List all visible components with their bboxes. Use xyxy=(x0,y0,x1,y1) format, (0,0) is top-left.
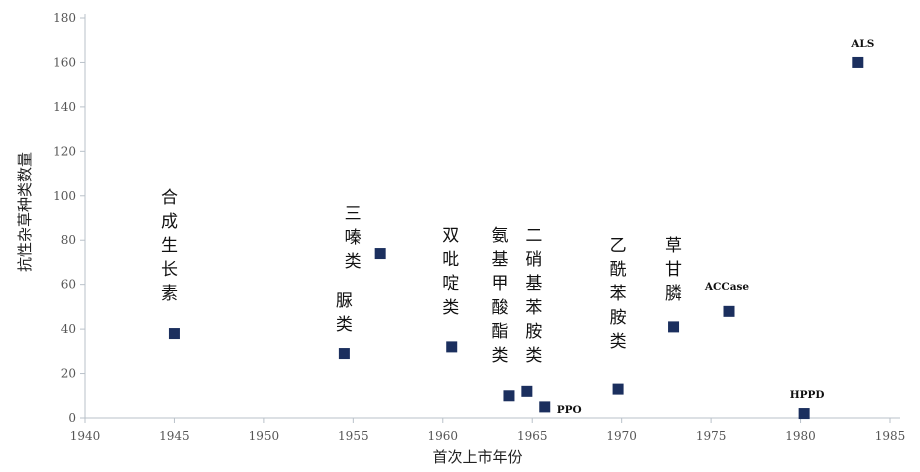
y-tick-label: 60 xyxy=(61,278,76,292)
point-label: 草甘膦 xyxy=(665,236,682,304)
x-tick-label: 1980 xyxy=(785,429,816,443)
y-tick-label: 20 xyxy=(61,367,76,381)
y-tick-label: 120 xyxy=(53,144,76,158)
y-tick-label: 0 xyxy=(68,411,76,425)
data-points xyxy=(168,56,864,420)
data-point xyxy=(521,385,533,397)
point-label: 合成生长素 xyxy=(161,188,178,304)
point-label: HPPD xyxy=(790,389,825,401)
y-tick-label: 40 xyxy=(61,322,76,336)
point-label: 二硝基苯胺类 xyxy=(525,226,542,366)
data-point xyxy=(539,401,551,413)
point-label: 氨基甲酸酯类 xyxy=(491,226,508,366)
point-label: ALS xyxy=(850,38,874,50)
data-point xyxy=(338,348,350,360)
point-label: 三嗪类 xyxy=(345,204,362,272)
y-tick-label: 100 xyxy=(53,189,76,203)
x-tick-label: 1960 xyxy=(428,429,459,443)
x-tick-label: 1975 xyxy=(696,429,727,443)
tick-labels: 0 20 40 60 80 100 120 140 160 180 1940 1945 1950 1955… xyxy=(53,11,905,443)
x-tick-label: 1950 xyxy=(249,429,280,443)
point-labels: 合成生长素脲类 三嗪类 双吡啶类 氨基甲酸酯类二硝基苯胺类 PPO 乙酰苯胺类 草甘膦 ACC… xyxy=(161,38,874,416)
data-point xyxy=(503,390,515,402)
x-tick-label: 1955 xyxy=(338,429,369,443)
data-point xyxy=(723,305,735,317)
x-tick-label: 1945 xyxy=(159,429,190,443)
data-point xyxy=(798,408,810,420)
x-axis-title: 首次上市年份 xyxy=(432,448,522,466)
point-label: 乙酰苯胺类 xyxy=(610,236,627,352)
y-tick-label: 140 xyxy=(53,100,76,114)
y-axis-title: 抗性杂草种类数量 xyxy=(16,152,34,272)
data-point xyxy=(374,248,386,260)
y-tick-label: 160 xyxy=(53,55,76,69)
x-tick-label: 1985 xyxy=(875,429,906,443)
point-label: PPO xyxy=(557,404,582,416)
data-point xyxy=(612,383,624,395)
axes xyxy=(80,14,900,423)
data-point xyxy=(852,56,864,68)
data-point xyxy=(668,321,680,333)
x-tick-label: 1965 xyxy=(517,429,548,443)
point-label: 双吡啶类 xyxy=(442,226,459,318)
y-tick-label: 180 xyxy=(53,11,76,25)
x-tick-label: 1940 xyxy=(70,429,101,443)
y-tick-label: 80 xyxy=(61,233,76,247)
point-label: ACCase xyxy=(704,281,750,293)
x-tick-label: 1970 xyxy=(606,429,637,443)
data-point xyxy=(168,328,180,340)
data-point xyxy=(446,341,458,353)
point-label: 脲类 xyxy=(336,291,353,335)
